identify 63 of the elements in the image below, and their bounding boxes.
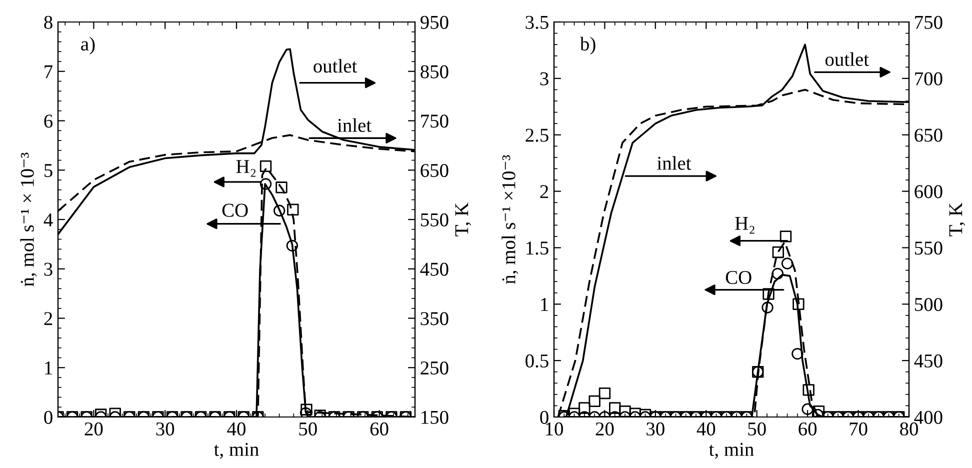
x-tick-label: 50 bbox=[748, 422, 766, 436]
y-tick-label: 3.5 bbox=[526, 16, 548, 30]
annotation: CO bbox=[726, 270, 752, 284]
annotation: H₂ bbox=[735, 216, 754, 234]
x-tick-label: 20 bbox=[84, 422, 103, 436]
y-tick-label: 3 bbox=[44, 262, 52, 276]
y2-tick-label: 750 bbox=[421, 114, 448, 128]
y-tick-label: 2 bbox=[540, 185, 548, 198]
x-axis-title: t, min bbox=[214, 442, 259, 459]
x-tick-label: 40 bbox=[227, 422, 246, 436]
x-tick-label: 60 bbox=[798, 422, 817, 436]
x-tick-label: 40 bbox=[696, 422, 716, 436]
y2-tick-label: 500 bbox=[914, 298, 942, 312]
y-tick-label: 4 bbox=[44, 213, 53, 226]
x-tick-label: 50 bbox=[299, 422, 317, 436]
annotation: a) bbox=[81, 36, 95, 55]
y-axis-title: ṅ, mol s⁻¹ × 10⁻³ bbox=[20, 152, 37, 286]
y2-tick-label: 550 bbox=[420, 213, 448, 226]
x-tick-label: 30 bbox=[156, 422, 174, 436]
y2-tick-label: 650 bbox=[420, 164, 448, 178]
y-tick-label: 3 bbox=[540, 72, 548, 86]
y2-tick-label: 950 bbox=[420, 16, 448, 29]
annotation: CO bbox=[222, 204, 248, 217]
y-tick-label: 6 bbox=[44, 114, 53, 128]
y-tick-label: 0 bbox=[44, 410, 52, 424]
annotation: b) bbox=[580, 36, 596, 55]
x-tick-label: 10 bbox=[546, 422, 563, 436]
x-axis-title: t, min bbox=[709, 442, 754, 459]
annotation: inlet bbox=[337, 118, 372, 132]
y2-tick-label: 400 bbox=[914, 410, 942, 424]
y2-tick-label: 350 bbox=[420, 312, 448, 326]
y-tick-label: 0.5 bbox=[526, 354, 548, 368]
x-tick-label: 20 bbox=[596, 422, 614, 436]
x-tick-label: 80 bbox=[900, 422, 918, 436]
y-tick-label: 5 bbox=[44, 164, 52, 178]
annotation: H₂ bbox=[236, 160, 256, 177]
y2-tick-label: 750 bbox=[915, 16, 942, 29]
y2-tick-label: 450 bbox=[420, 262, 448, 276]
y2-tick-label: 150 bbox=[422, 410, 448, 424]
y2-tick-label: 700 bbox=[915, 72, 942, 86]
y-tick-label: 7 bbox=[44, 65, 53, 78]
y2-tick-label: 250 bbox=[420, 361, 448, 375]
annotation: outlet bbox=[314, 59, 358, 73]
y-tick-label: 2 bbox=[44, 312, 52, 325]
y2-axis-title: T, K bbox=[949, 202, 966, 236]
y-tick-label: 2.5 bbox=[526, 128, 548, 142]
annotation: inlet bbox=[657, 156, 692, 170]
x-tick-label: 60 bbox=[370, 422, 388, 436]
y2-tick-label: 850 bbox=[420, 65, 448, 78]
y-tick-label: 1.5 bbox=[526, 242, 548, 255]
x-tick-label: 70 bbox=[850, 422, 868, 436]
y-tick-label: 1 bbox=[541, 298, 548, 311]
x-tick-label: 30 bbox=[646, 422, 664, 436]
y2-tick-label: 600 bbox=[914, 185, 942, 198]
y-axis-title: ṅ, mol s⁻¹ ×10⁻³ bbox=[502, 155, 518, 284]
y-tick-label: 0 bbox=[540, 410, 548, 424]
y2-axis-title: T, K bbox=[455, 202, 472, 236]
y-tick-label: 8 bbox=[44, 16, 52, 29]
y2-tick-label: 650 bbox=[914, 128, 942, 142]
y2-tick-label: 550 bbox=[914, 242, 942, 255]
annotation: outlet bbox=[825, 52, 869, 66]
y-tick-label: 1 bbox=[45, 362, 52, 374]
y2-tick-label: 450 bbox=[914, 354, 942, 368]
